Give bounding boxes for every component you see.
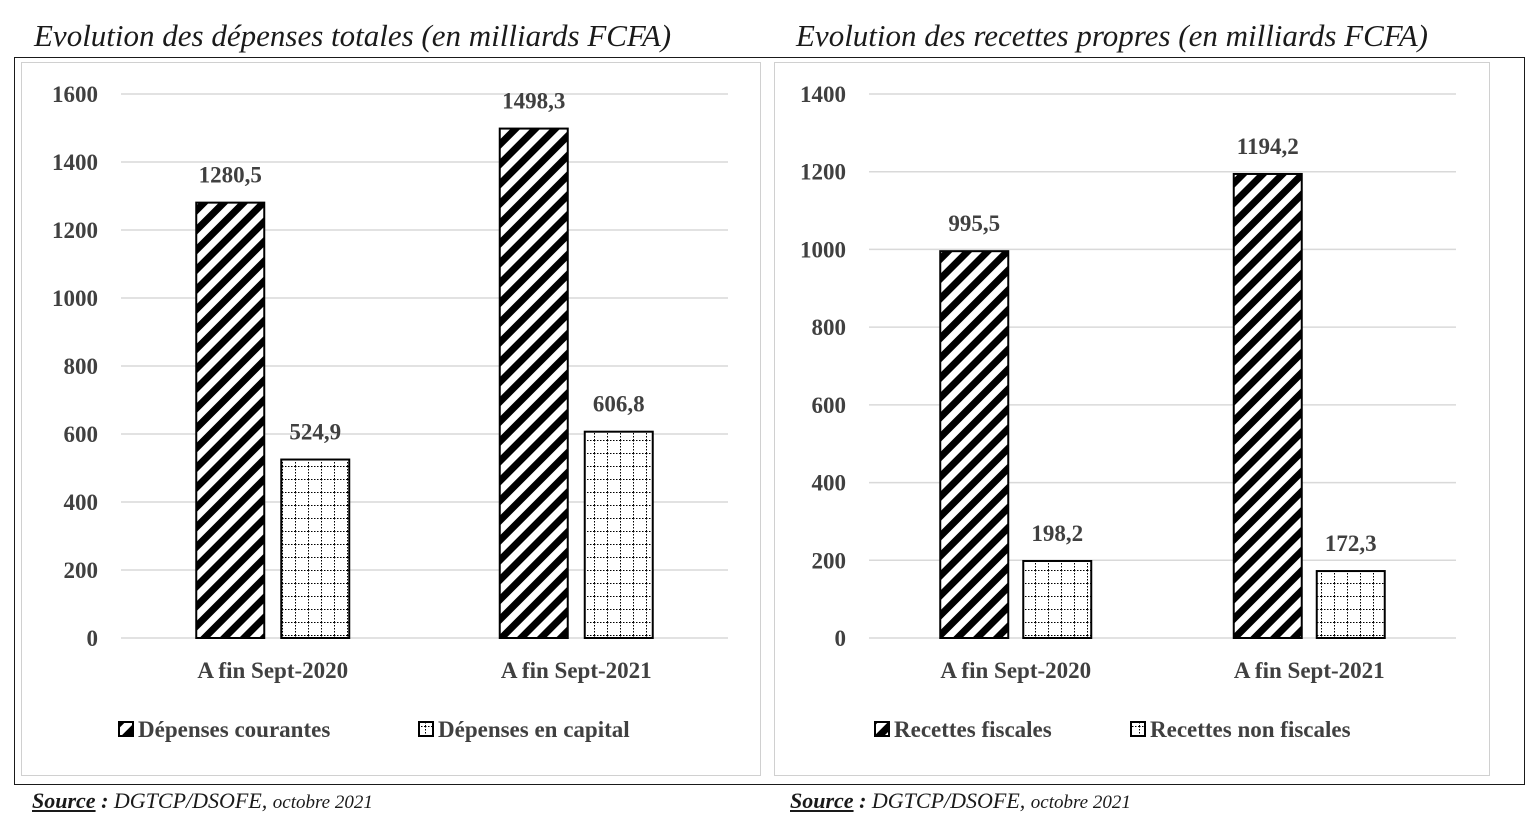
data-label: 198,2 xyxy=(1031,521,1083,546)
source-separator: : xyxy=(95,788,114,813)
recettes-chart: 0 200 400 600 800 1000 1200 1400 995,5 198,2 A fin… xyxy=(800,82,1456,742)
category-label: A fin Sept-2020 xyxy=(940,658,1091,683)
legend-swatch xyxy=(118,721,134,737)
bar-hatch xyxy=(195,201,266,639)
source-label: Source xyxy=(32,788,96,813)
bar-grid xyxy=(583,430,654,639)
y-tick-label: 1200 xyxy=(800,160,846,185)
y-tick-label: 1000 xyxy=(52,286,98,311)
y-tick-label: 600 xyxy=(64,422,99,447)
category-label: A fin Sept-2021 xyxy=(501,658,652,683)
left-chart-panel: 0 200 400 600 800 1000 1200 1400 1600 1280,5 524,9… xyxy=(21,62,761,776)
data-label: 524,9 xyxy=(289,420,341,445)
bar-hatch xyxy=(498,127,569,639)
source-org: DGTCP/DSOFE, xyxy=(113,788,273,813)
data-label: 1498,3 xyxy=(502,89,565,114)
y-tick-label: 1000 xyxy=(800,237,846,262)
legend-swatch xyxy=(418,721,434,737)
bar-grid xyxy=(280,458,351,639)
source-separator: : xyxy=(853,788,872,813)
legend-label: Dépenses courantes xyxy=(138,717,330,742)
y-tick-label: 1200 xyxy=(52,218,98,243)
y-tick-label: 800 xyxy=(812,315,847,340)
bar-hatch xyxy=(939,250,1010,639)
source-note-left: Source : DGTCP/DSOFE, octobre 2021 xyxy=(32,788,373,814)
y-tick-label: 200 xyxy=(64,558,99,583)
y-tick-label: 200 xyxy=(812,548,847,573)
y-tick-label: 1400 xyxy=(800,82,846,107)
y-tick-label: 600 xyxy=(812,393,847,418)
y-tick-label: 1600 xyxy=(52,82,98,107)
right-chart-panel: 0 200 400 600 800 1000 1200 1400 995,5 198,2 A fin… xyxy=(774,62,1490,776)
legend-label: Recettes fiscales xyxy=(894,717,1052,742)
bar-grid xyxy=(1022,559,1093,639)
y-tick-label: 400 xyxy=(64,490,99,515)
data-label: 1194,2 xyxy=(1237,134,1299,159)
bar-grid xyxy=(1315,570,1386,639)
bar-hatch xyxy=(1232,172,1303,640)
depenses-chart: 0 200 400 600 800 1000 1200 1400 1600 1280,5 524,9… xyxy=(52,82,728,742)
source-date: octobre 2021 xyxy=(272,792,373,813)
category-label: A fin Sept-2021 xyxy=(1234,658,1385,683)
legend-swatch xyxy=(1130,721,1146,737)
legend-label: Recettes non fiscales xyxy=(1150,717,1351,742)
data-label: 995,5 xyxy=(948,211,1000,236)
y-tick-label: 0 xyxy=(87,626,99,651)
data-label: 172,3 xyxy=(1325,531,1377,556)
data-label: 606,8 xyxy=(593,392,645,417)
y-tick-label: 400 xyxy=(812,471,847,496)
y-tick-label: 0 xyxy=(835,626,847,651)
category-label: A fin Sept-2020 xyxy=(197,658,348,683)
source-org: DGTCP/DSOFE, xyxy=(871,788,1031,813)
source-note-right: Source : DGTCP/DSOFE, octobre 2021 xyxy=(790,788,1131,814)
source-label: Source xyxy=(790,788,854,813)
right-chart-title: Evolution des recettes propres (en milli… xyxy=(796,18,1428,53)
y-tick-label: 1400 xyxy=(52,150,98,175)
left-chart-title: Evolution des dépenses totales (en milli… xyxy=(34,18,672,53)
source-date: octobre 2021 xyxy=(1030,792,1131,813)
legend-swatch xyxy=(874,721,890,737)
y-tick-label: 800 xyxy=(64,354,99,379)
legend-label: Dépenses en capital xyxy=(438,717,630,742)
outer-frame xyxy=(14,57,1525,785)
data-label: 1280,5 xyxy=(199,163,262,188)
